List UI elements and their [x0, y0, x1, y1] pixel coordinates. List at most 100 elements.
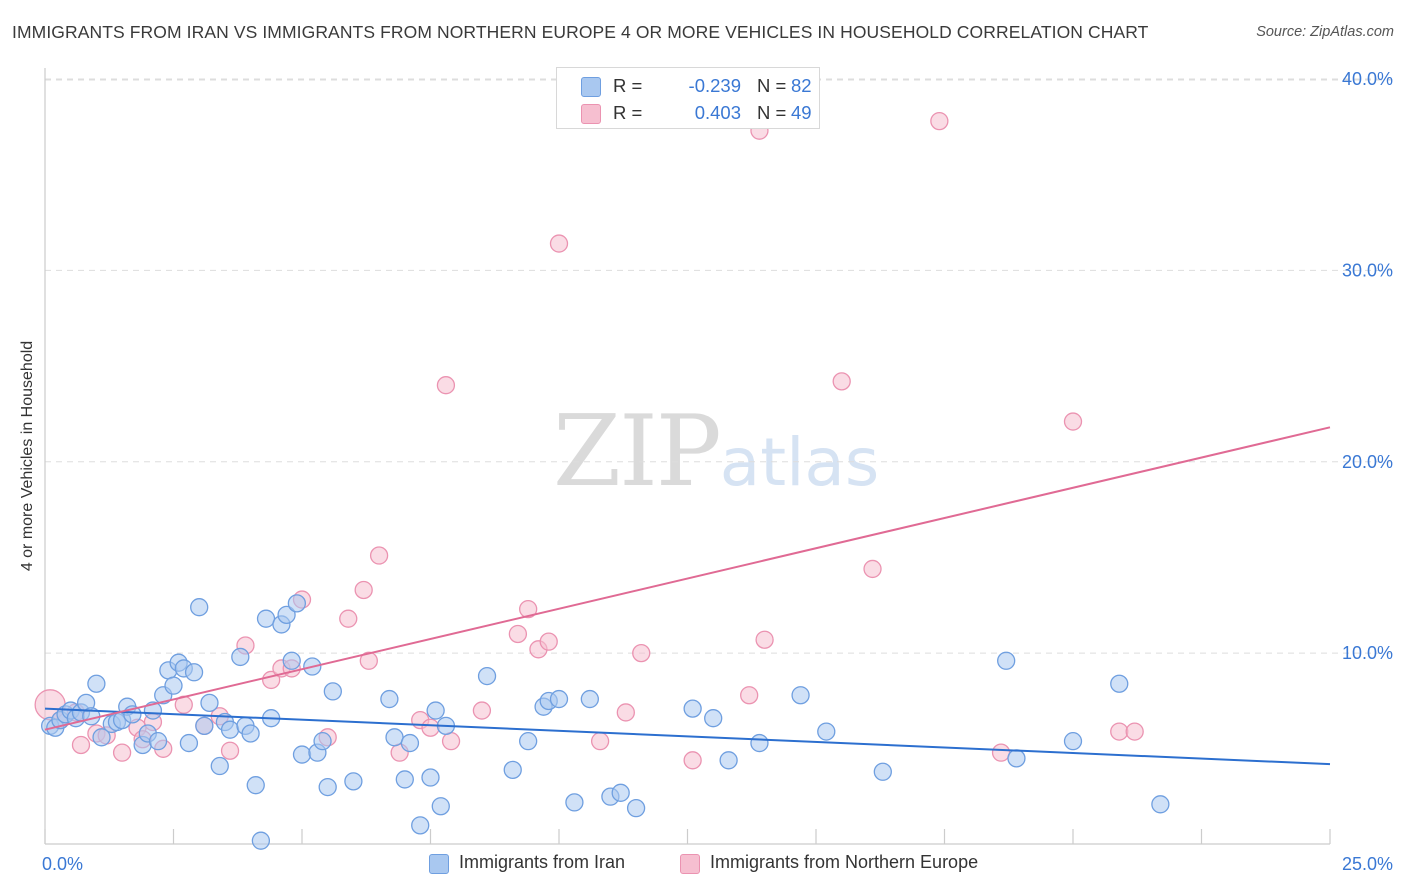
y-tick-label: 20.0%	[1342, 452, 1393, 472]
iran-point	[287, 594, 307, 613]
europe-point	[991, 743, 1011, 762]
europe-point	[683, 751, 702, 770]
r-label: R =	[613, 102, 643, 123]
europe-point	[339, 609, 358, 628]
iran-point	[626, 798, 646, 818]
y-axis-label: 4 or more Vehicles in Household	[19, 340, 36, 572]
europe-point	[71, 735, 91, 755]
data-points	[34, 111, 1170, 850]
x-tick-label: 0.0%	[42, 854, 83, 874]
iran-point	[426, 701, 445, 720]
iran-point	[92, 728, 111, 747]
n-value-europe: 49	[791, 102, 812, 123]
europe-point	[863, 559, 882, 579]
watermark-zip: ZIP	[553, 395, 722, 509]
europe-point	[472, 701, 492, 720]
iran-point	[704, 709, 723, 728]
iran-point	[148, 732, 168, 751]
n-label: N =	[757, 102, 787, 123]
r-label: R =	[613, 75, 643, 96]
trend-lines	[44, 426, 1331, 766]
legend-swatch-iran	[429, 854, 449, 874]
iran-point	[997, 651, 1016, 670]
iran-point	[580, 689, 599, 709]
europe-point	[832, 372, 851, 391]
iran-point	[791, 686, 810, 705]
iran-point	[421, 768, 440, 787]
legend-label-europe: Immigrants from Northern Europe	[710, 852, 979, 872]
iran-point	[611, 783, 630, 802]
europe-point	[930, 111, 949, 131]
europe-point	[441, 732, 461, 751]
europe-point	[1110, 722, 1129, 741]
iran-point	[1151, 795, 1170, 814]
europe-point	[112, 743, 132, 762]
iran-point	[1110, 674, 1129, 693]
legend-label-iran: Immigrants from Iran	[459, 852, 626, 872]
iran-point	[400, 733, 420, 753]
source-label: Source: ZipAtlas.com	[1256, 24, 1394, 40]
iran-point	[318, 777, 337, 797]
iran-point	[164, 676, 183, 695]
iran-point	[220, 720, 240, 739]
iran-point	[873, 762, 892, 781]
iran-point	[395, 770, 414, 789]
europe-point	[755, 630, 774, 649]
chart-title: IMMIGRANTS FROM IRAN VS IMMIGRANTS FROM …	[12, 22, 1149, 42]
iran-point	[380, 689, 399, 709]
iran-point	[503, 760, 522, 780]
iran-point	[344, 772, 363, 791]
europe-point	[354, 580, 373, 600]
iran-point	[256, 609, 276, 628]
legend-swatch-europe	[581, 104, 601, 124]
r-value-europe: 0.403	[694, 102, 741, 123]
europe-point	[436, 376, 456, 395]
iran-point	[1063, 732, 1083, 751]
iran-point	[179, 733, 199, 753]
watermark-atlas: atlas	[719, 424, 880, 501]
europe-point	[590, 732, 610, 751]
tick-labels: 10.0% 20.0% 30.0% 40.0% 0.0% 25.0%	[42, 69, 1393, 874]
iran-trend-line	[44, 707, 1331, 766]
iran-point	[431, 797, 450, 816]
r-value-iran: -0.239	[688, 75, 741, 96]
iran-point	[184, 663, 204, 682]
x-tick-label: 25.0%	[1342, 854, 1393, 874]
iran-point	[231, 647, 250, 667]
iran-point	[549, 689, 569, 709]
y-tick-label: 30.0%	[1342, 260, 1393, 280]
iran-point	[683, 699, 702, 718]
legend-swatch-iran	[581, 77, 601, 97]
europe-point	[1063, 412, 1083, 431]
y-tick-label: 10.0%	[1342, 643, 1393, 663]
iran-point	[565, 793, 584, 812]
europe-point	[632, 643, 651, 663]
iran-point	[241, 724, 260, 743]
iran-point	[313, 732, 332, 751]
iran-point	[195, 716, 214, 735]
europe-point	[1125, 722, 1144, 741]
iran-point	[519, 732, 538, 751]
iran-point	[1007, 749, 1026, 768]
europe-point	[539, 632, 558, 651]
europe-point	[740, 686, 759, 705]
iran-point	[190, 598, 209, 617]
iran-point	[817, 722, 836, 741]
iran-point	[477, 666, 497, 686]
n-value-iran: 82	[791, 75, 812, 96]
n-label: N =	[757, 75, 787, 96]
europe-point	[421, 718, 440, 737]
europe-trend-line	[44, 426, 1331, 731]
europe-point	[220, 741, 240, 760]
europe-point	[369, 546, 389, 565]
iran-point	[719, 751, 738, 770]
iran-point	[200, 693, 219, 713]
europe-point	[519, 599, 538, 619]
iran-point	[750, 733, 769, 753]
iran-point	[251, 831, 271, 850]
europe-point	[508, 624, 528, 644]
watermark: ZIPatlas	[553, 395, 879, 509]
iran-point	[246, 776, 265, 795]
iran-point	[87, 674, 106, 693]
